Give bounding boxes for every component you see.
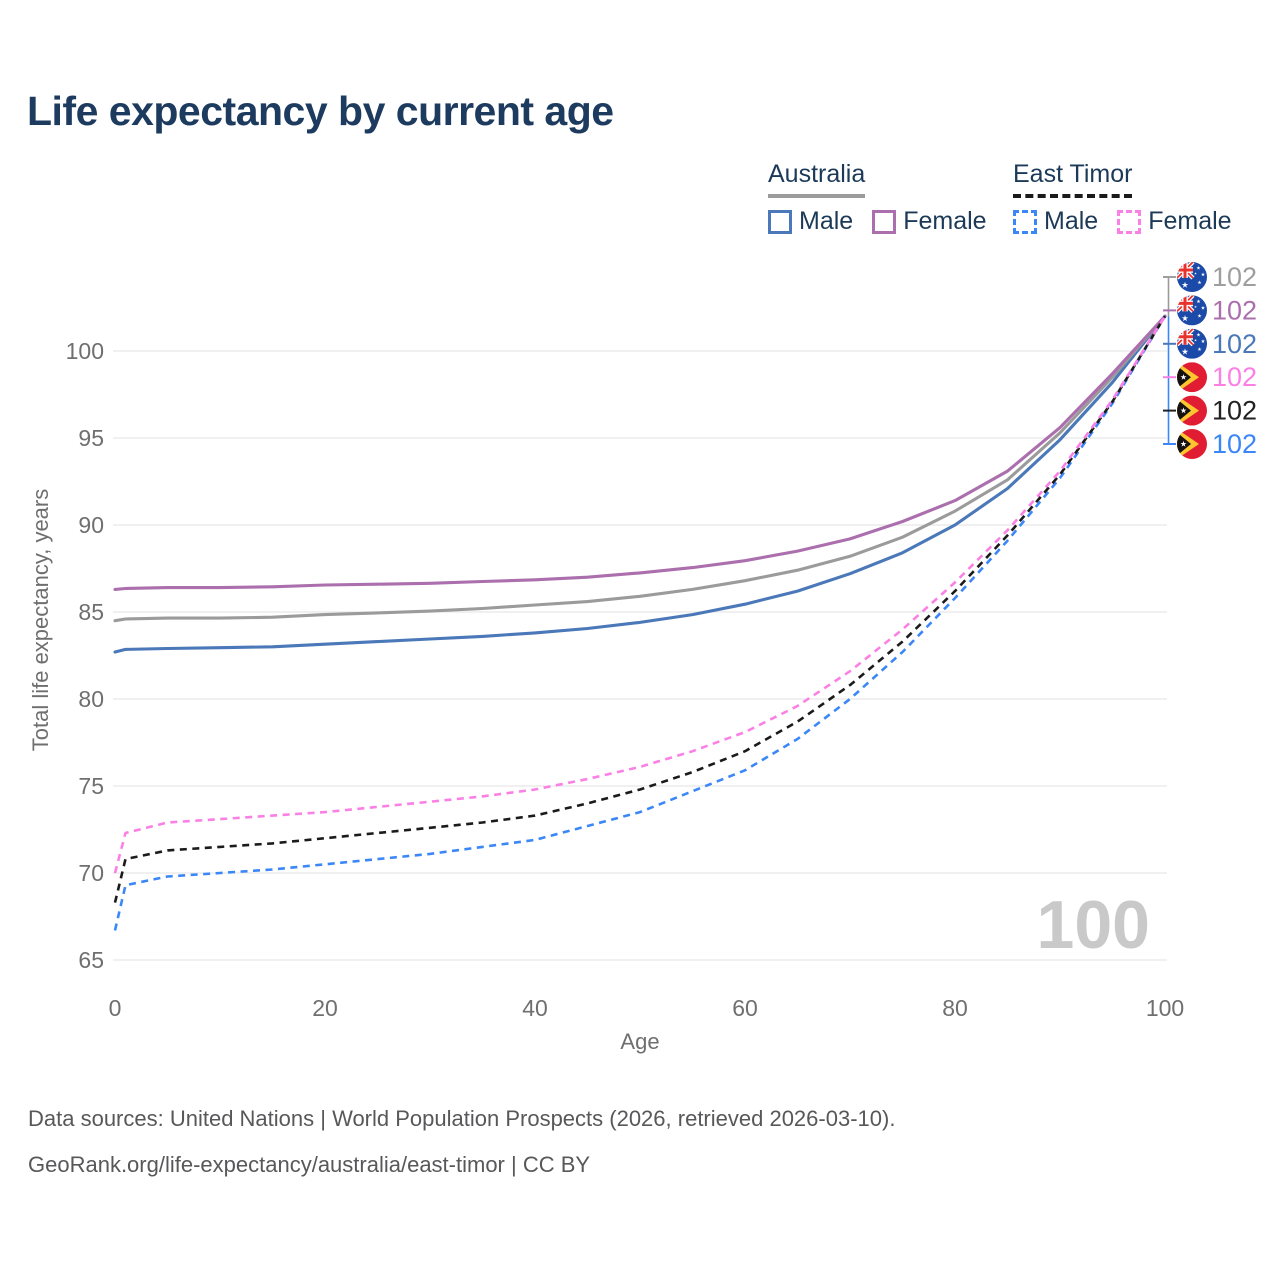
legend-row-east-timor: Male Female <box>1013 207 1251 236</box>
y-tick-label: 90 <box>78 512 104 538</box>
series-line-east-timor-male[interactable] <box>113 315 1167 931</box>
y-axis-title: Total life expectancy, years <box>28 489 53 752</box>
y-tick-label: 75 <box>78 773 104 799</box>
y-tick-label: 70 <box>78 860 104 886</box>
legend-item-australia-male[interactable]: Male <box>768 207 853 236</box>
flag-icon-east-timor <box>1177 429 1207 459</box>
x-tick-label: 100 <box>1146 995 1184 1021</box>
legend-item-east-timor-male[interactable]: Male <box>1013 207 1098 236</box>
x-tick-label: 0 <box>109 995 122 1021</box>
series-line-east-timor-female[interactable] <box>113 315 1167 874</box>
flag-icon-east-timor <box>1177 396 1207 426</box>
end-label-east-timor-male[interactable]: 102 <box>1163 429 1257 459</box>
end-label-value: 102 <box>1212 329 1257 359</box>
series-line-australia-female[interactable] <box>113 314 1167 591</box>
end-label-australia-overall[interactable]: 102 <box>1163 262 1257 292</box>
flag-icon-east-timor <box>1177 362 1207 392</box>
series-line-australia-male[interactable] <box>113 314 1167 654</box>
data-sources-line: Data sources: United Nations | World Pop… <box>28 1106 896 1131</box>
legend-swatch-east-timor-male <box>1013 209 1037 234</box>
legend-item-australia-female[interactable]: Female <box>872 207 987 236</box>
x-tick-label: 20 <box>312 995 338 1021</box>
legend-group-title-east-timor: East Timor <box>1013 160 1133 198</box>
attribution-line: GeoRank.org/life-expectancy/australia/ea… <box>28 1152 591 1177</box>
end-label-value: 102 <box>1212 429 1257 459</box>
y-tick-label: 65 <box>78 947 104 973</box>
legend: Australia Male Female East Timor Male Fe… <box>0 160 1280 250</box>
flag-icon-australia <box>1177 295 1207 325</box>
legend-group-title-australia: Australia <box>768 160 866 198</box>
y-tick-label: 80 <box>78 686 104 712</box>
x-axis-title: Age <box>620 1029 659 1054</box>
legend-label-east-timor-male: Male <box>1044 207 1099 235</box>
legend-group-east-timor: East Timor Male Female <box>1013 160 1251 236</box>
y-tick-label: 85 <box>78 599 104 625</box>
legend-swatch-australia-male <box>768 209 792 234</box>
end-label-value: 102 <box>1212 295 1257 325</box>
x-tick-label: 60 <box>732 995 758 1021</box>
legend-label-australia-male: Male <box>799 207 854 235</box>
x-tick-label: 80 <box>942 995 968 1021</box>
series-line-east-timor-overall[interactable] <box>113 315 1167 903</box>
series-line-australia-overall[interactable] <box>113 314 1167 623</box>
end-label-east-timor-female[interactable]: 102 <box>1163 362 1257 393</box>
flag-icon-australia <box>1177 329 1207 359</box>
source-footer: Data sources: United Nations | World Pop… <box>28 1106 895 1198</box>
legend-item-east-timor-female[interactable]: Female <box>1117 207 1232 236</box>
end-label-value: 102 <box>1212 262 1257 292</box>
legend-label-australia-female: Female <box>903 207 987 235</box>
legend-row-australia: Male Female <box>768 207 1006 236</box>
end-label-value: 102 <box>1212 396 1257 426</box>
legend-label-east-timor-female: Female <box>1148 207 1232 235</box>
end-label-value: 102 <box>1212 362 1257 392</box>
end-label-east-timor-overall[interactable]: 102 <box>1163 395 1257 426</box>
age-watermark: 100 <box>1037 887 1150 963</box>
flag-icon-australia <box>1177 262 1207 292</box>
legend-group-australia: Australia Male Female <box>768 160 1006 236</box>
x-tick-label: 40 <box>522 995 548 1021</box>
end-label-australia-female[interactable]: 102 <box>1163 295 1257 325</box>
y-tick-label: 95 <box>78 425 104 451</box>
legend-swatch-east-timor-female <box>1117 209 1142 234</box>
y-tick-label: 100 <box>66 338 104 364</box>
legend-swatch-australia-female <box>872 209 897 234</box>
page-title: Life expectancy by current age <box>27 88 614 134</box>
end-label-australia-male[interactable]: 102 <box>1163 329 1257 359</box>
